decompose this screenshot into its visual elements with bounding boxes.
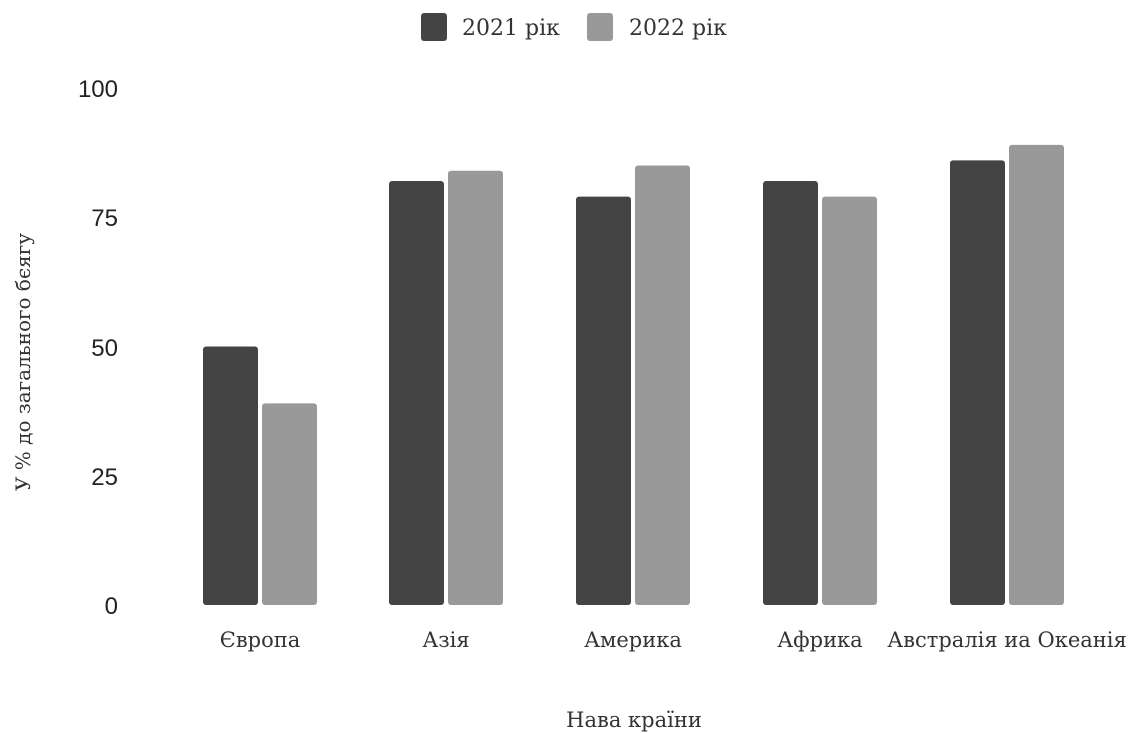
x-category-label: Африка xyxy=(777,628,862,652)
x-category-label: Європа xyxy=(220,628,301,652)
y-tick-label: 0 xyxy=(105,593,118,620)
y-tick-label: 50 xyxy=(91,335,118,362)
bar-2022-2 xyxy=(635,165,690,606)
legend-label-2021: 2021 рік xyxy=(462,16,560,41)
bar-2021-4 xyxy=(950,160,1005,605)
y-tick-label: 75 xyxy=(91,205,118,232)
legend-swatch-2021 xyxy=(421,13,447,41)
x-category-label: Австралія иа Океанія xyxy=(887,628,1127,652)
bar-2021-1 xyxy=(389,181,444,605)
bar-2021-2 xyxy=(576,196,631,605)
bar-2022-3 xyxy=(822,196,877,605)
y-tick-label: 100 xyxy=(78,76,118,103)
legend-swatch-2022 xyxy=(587,13,613,41)
x-axis-title: Нава країни xyxy=(566,708,702,732)
bar-2021-3 xyxy=(763,181,818,605)
x-category-label: Азія xyxy=(422,628,469,652)
bar-2022-0 xyxy=(262,403,317,605)
y-axis-title: У % до загального бєягу xyxy=(11,233,35,491)
y-axis-ticks: 0 25 50 75 100 xyxy=(78,76,118,620)
legend-label-2022: 2022 рік xyxy=(629,16,727,41)
y-tick-label: 25 xyxy=(91,464,118,491)
bars xyxy=(203,144,1064,606)
legend: 2021 рік 2022 рік xyxy=(421,13,727,41)
bar-2022-4 xyxy=(1009,144,1064,605)
x-category-label: Америка xyxy=(584,628,682,652)
bar-2021-0 xyxy=(203,346,258,605)
x-axis-labels: Європа Азія Америка Африка Австралія иа … xyxy=(220,628,1127,652)
bar-2022-1 xyxy=(448,170,503,605)
